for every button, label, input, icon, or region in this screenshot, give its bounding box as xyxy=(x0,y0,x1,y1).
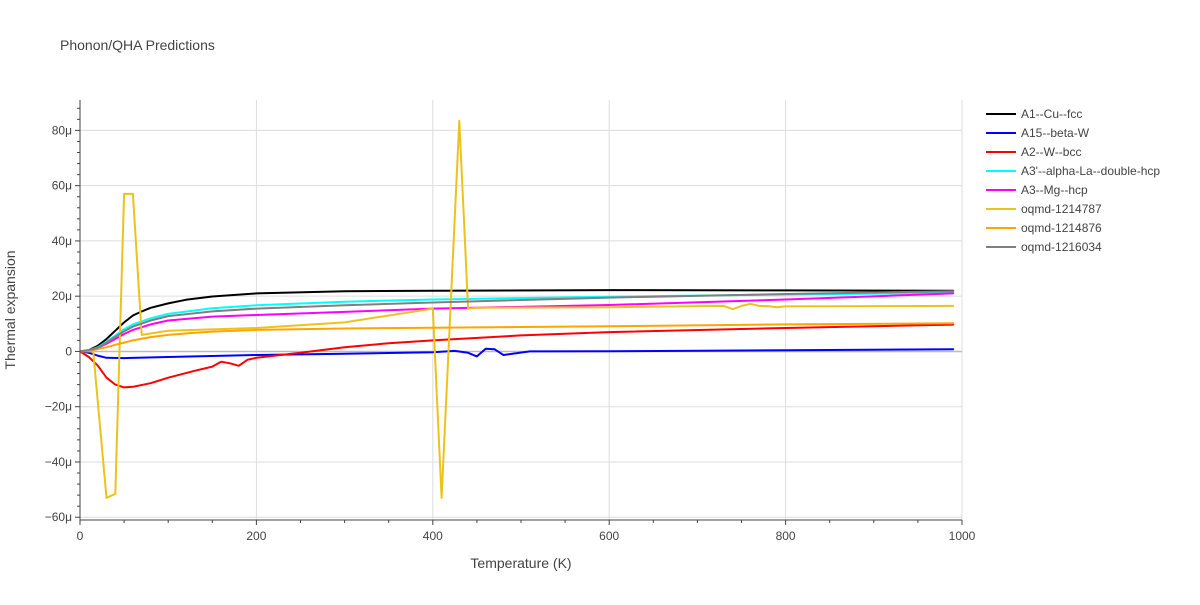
legend-item-label: A15--beta-W xyxy=(1021,126,1090,140)
series-line-A3--Mg--hcp xyxy=(80,292,955,353)
x-tick-label: 1000 xyxy=(949,529,976,543)
x-tick-label: 400 xyxy=(423,529,443,543)
x-tick-label: 0 xyxy=(77,529,84,543)
series-line-oqmd-1214876 xyxy=(80,322,955,353)
y-tick-label: 0 xyxy=(65,344,72,358)
legend-item-label: A3'--alpha-La--double-hcp xyxy=(1021,164,1160,178)
y-tick-label: 60μ xyxy=(52,179,72,193)
legend-item-label: oqmd-1216034 xyxy=(1021,240,1102,254)
series-line-oqmd-1214787 xyxy=(80,119,955,499)
series-line-A3'--alpha-La--double-hcp xyxy=(80,291,955,353)
x-tick-label: 800 xyxy=(776,529,796,543)
legend-item-label: A3--Mg--hcp xyxy=(1021,183,1088,197)
series-line-A2--W--bcc xyxy=(80,323,955,389)
y-tick-label: −40μ xyxy=(45,455,72,469)
series-line-A15--beta-W xyxy=(80,347,955,360)
legend: A1--Cu--fcc A15--beta-W A2--W--bcc A3'--alp… xyxy=(986,107,1160,254)
chart-title: Phonon/QHA Predictions xyxy=(60,37,215,53)
y-tick-label: −60μ xyxy=(45,510,72,524)
y-axis-title: Thermal expansion xyxy=(2,250,18,369)
y-tick-label: 40μ xyxy=(52,234,72,248)
y-tick-label: 80μ xyxy=(52,123,72,137)
y-tick-label: −20μ xyxy=(45,400,72,414)
series-line-A1--Cu--fcc xyxy=(80,289,955,353)
legend-item-label: A1--Cu--fcc xyxy=(1021,107,1082,121)
series-line-oqmd-1216034 xyxy=(80,290,955,353)
axis-layer: −60μ −40μ −20μ 0 20μ 40μ 60μ 80μ 0 200 400 600 800 10… xyxy=(45,100,976,543)
x-tick-label: 200 xyxy=(246,529,266,543)
legend-item-label: oqmd-1214876 xyxy=(1021,221,1102,235)
grid-layer xyxy=(80,100,963,520)
y-tick-label: 20μ xyxy=(52,289,72,303)
legend-item-label: oqmd-1214787 xyxy=(1021,202,1102,216)
legend-item-label: A2--W--bcc xyxy=(1021,145,1081,159)
x-axis-title: Temperature (K) xyxy=(470,555,571,571)
series-layer xyxy=(80,119,955,499)
x-tick-label: 600 xyxy=(599,529,619,543)
